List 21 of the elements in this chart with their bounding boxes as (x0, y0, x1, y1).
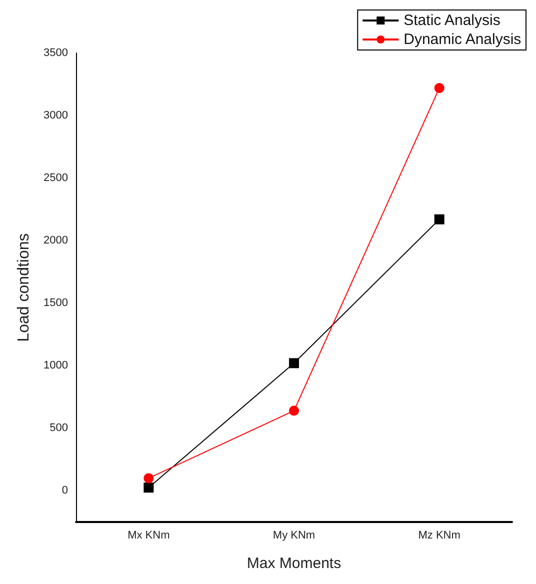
x-tick-label: Mz KNm (418, 530, 460, 542)
point (289, 406, 299, 416)
y-tick-label: 3000 (44, 110, 68, 122)
y-axis-title: Load condtions (16, 233, 32, 342)
y-tick-label: 3500 (44, 47, 68, 59)
x-tick-label: Mx KNm (128, 530, 170, 542)
legend-label: Static Analysis (404, 12, 500, 29)
y-tick-label: 2000 (44, 234, 68, 247)
point (434, 214, 444, 224)
point (144, 482, 154, 493)
point (434, 83, 444, 94)
point (144, 473, 154, 484)
y-tick-label: 1000 (44, 360, 68, 372)
y-tick-label: 500 (50, 422, 68, 434)
y-tick-label: 1500 (44, 297, 68, 310)
x-axis-title: Max Moments (246, 555, 342, 572)
y-tick-label: 2500 (44, 172, 68, 184)
y-tick-label: 0 (62, 484, 68, 497)
x-tick-label: My KNm (272, 530, 316, 542)
legend-label: Dynamic Analysis (404, 31, 522, 48)
point (289, 358, 299, 368)
